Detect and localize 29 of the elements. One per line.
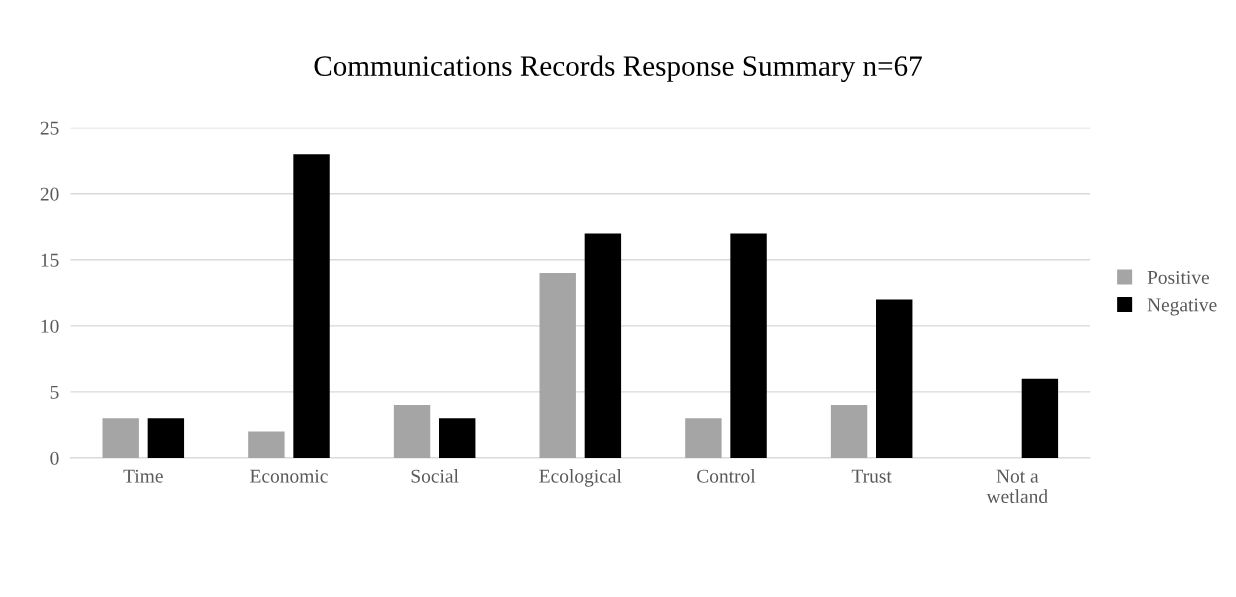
bar <box>876 299 913 458</box>
y-tick-label: 25 <box>40 121 59 135</box>
legend-label: Positive <box>1147 270 1210 284</box>
chart-title: Communications Records Response Summary n=67 <box>314 55 922 82</box>
bar <box>730 233 767 458</box>
bar <box>248 431 285 458</box>
bar <box>685 418 722 458</box>
y-tick-label: 20 <box>40 187 59 201</box>
bar <box>584 233 622 458</box>
y-tick-label: 5 <box>50 385 59 399</box>
bar <box>830 405 868 458</box>
bar <box>393 405 431 458</box>
bar <box>1021 378 1059 458</box>
y-tick-label: 10 <box>41 319 59 333</box>
legend-label: Negative <box>1147 298 1217 316</box>
x-tick-label: Ecological <box>539 469 622 487</box>
x-tick-label: Not a wetland <box>986 469 1048 504</box>
y-tick-label: 0 <box>50 451 59 465</box>
x-tick-label: Trust <box>851 469 892 483</box>
x-tick-label: Control <box>697 469 756 483</box>
x-tick-label: Economic <box>250 469 328 483</box>
x-tick-label: Time <box>123 469 163 483</box>
bar <box>539 273 576 458</box>
bar <box>147 418 185 458</box>
bar <box>102 418 139 458</box>
x-tick-label: Social <box>411 469 459 483</box>
y-tick-label: 15 <box>41 253 59 267</box>
bar <box>293 154 330 458</box>
bar <box>439 418 476 458</box>
